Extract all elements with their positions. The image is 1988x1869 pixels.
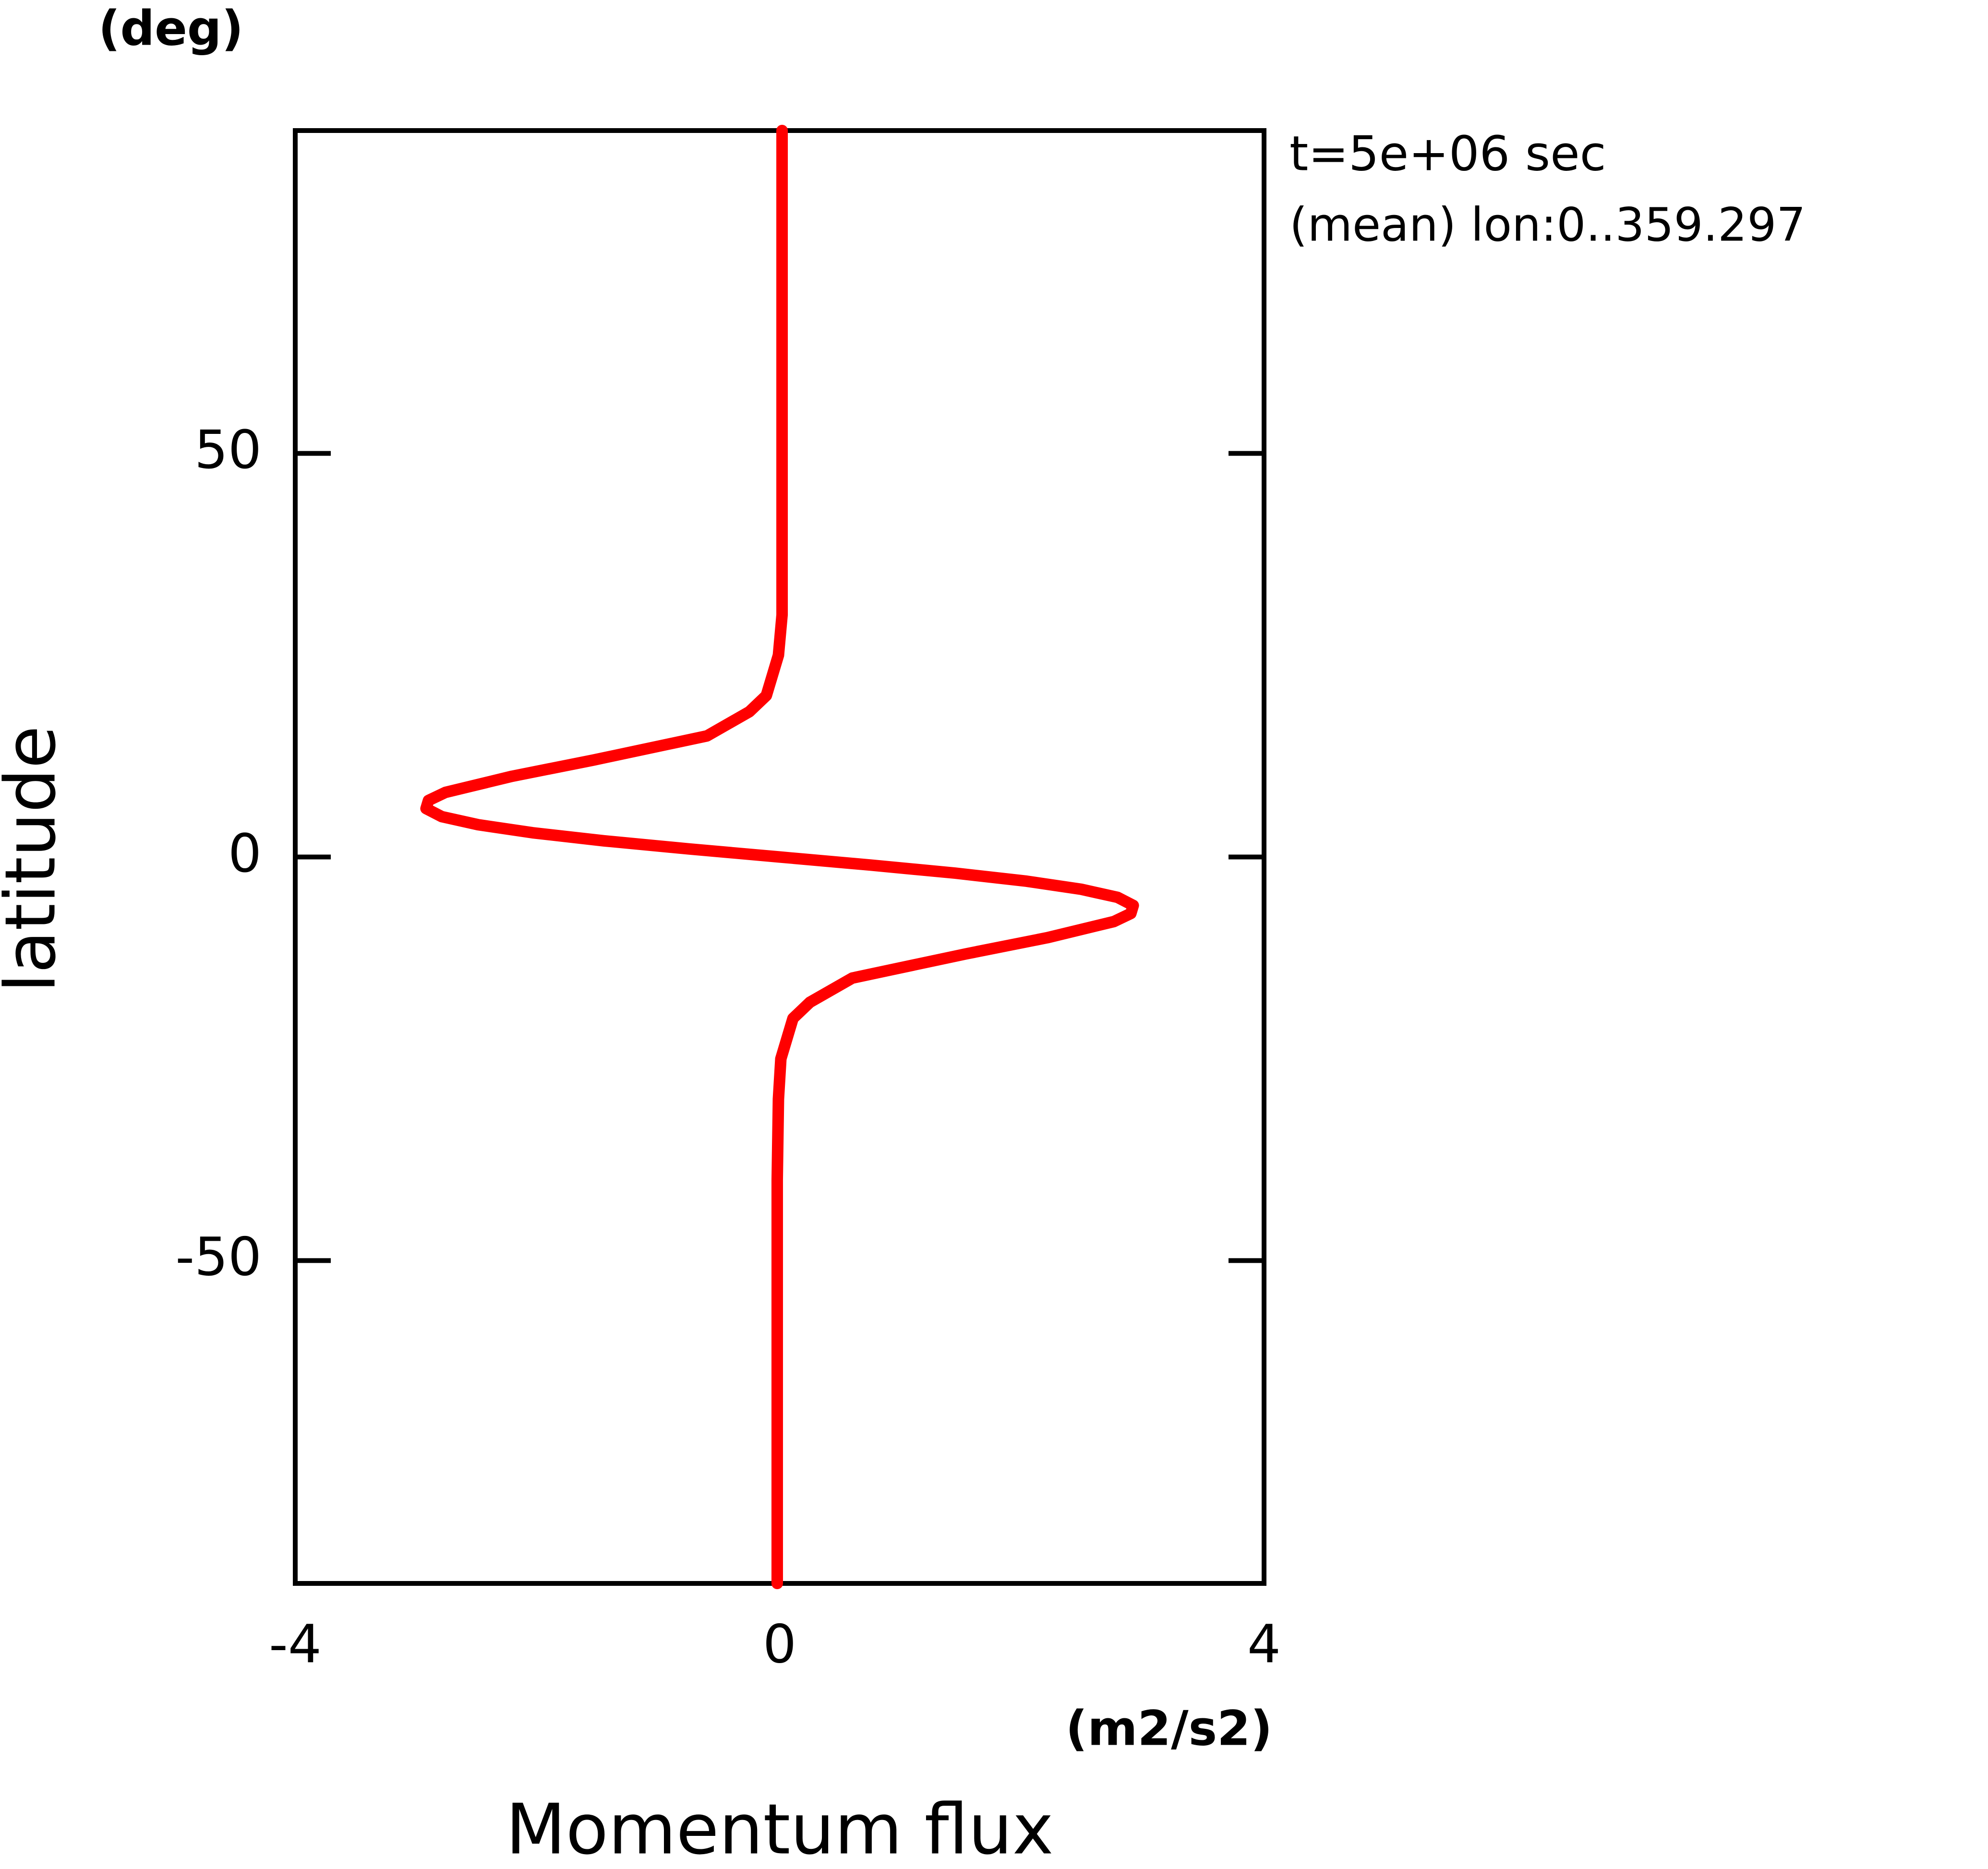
y-tick-label: 0 [228, 823, 262, 884]
annotation: t=5e+06 sec [1289, 125, 1606, 181]
y-label: latitude [0, 726, 72, 993]
data-line [420, 125, 1139, 1589]
x-tick-label: 4 [1247, 1613, 1281, 1675]
chart-title: Momentum flux [506, 1789, 1053, 1869]
x-tick-label: -4 [269, 1613, 322, 1675]
y-unit: (deg) [98, 0, 243, 56]
x-tick-label: 0 [763, 1613, 796, 1675]
y-tick-label: 50 [194, 419, 262, 480]
x-unit: (m2/s2) [1066, 1700, 1273, 1756]
annotation: (mean) lon:0..359.297 [1289, 198, 1806, 252]
y-tick-label: -50 [175, 1226, 262, 1288]
